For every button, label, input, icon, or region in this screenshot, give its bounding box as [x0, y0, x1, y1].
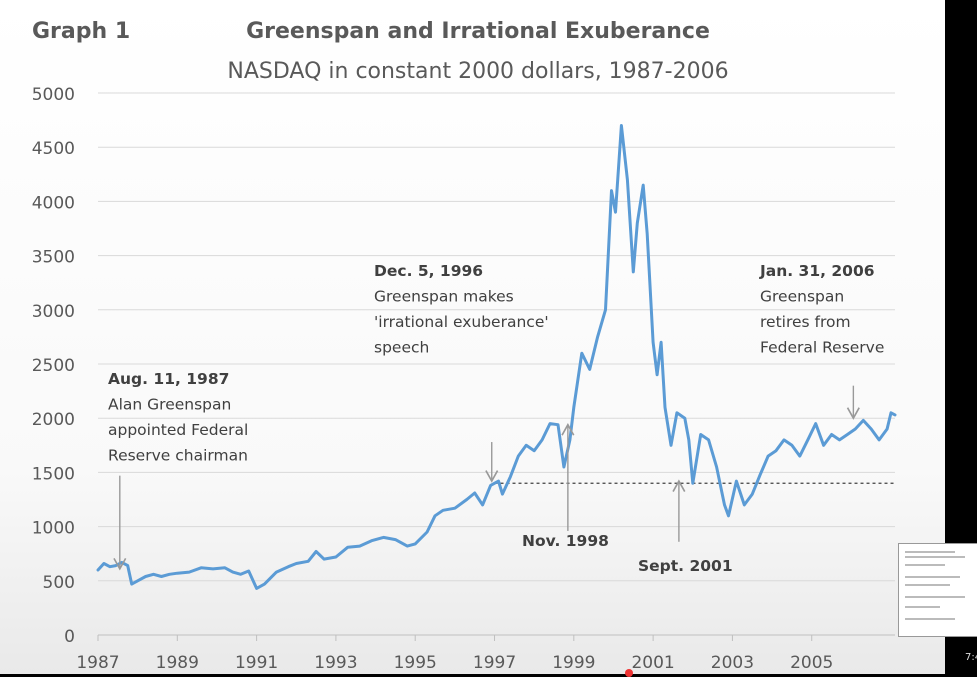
- x-tick-label: 2005: [790, 653, 833, 673]
- y-tick-label: 3000: [32, 302, 75, 322]
- x-tick-label: 1999: [552, 653, 595, 673]
- greenspan-appointed-date: Aug. 11, 1987: [108, 370, 229, 388]
- playhead-dot[interactable]: [625, 669, 633, 677]
- x-axis: 1987 1989 1991 1993 1995 1997 1999 2001 2003 2005: [76, 635, 833, 673]
- greenspan-appointed-text: appointed Federal: [108, 421, 248, 439]
- y-tick-label: 5000: [32, 85, 75, 105]
- nov-1998-date: Nov. 1998: [522, 532, 609, 550]
- video-thumbnail[interactable]: [898, 543, 977, 637]
- x-tick-label: 1993: [314, 653, 357, 673]
- greenspan-retires-text: retires from: [760, 313, 851, 331]
- y-tick-label: 0: [64, 627, 75, 647]
- greenspan-retires-text: Federal Reserve: [760, 339, 884, 357]
- y-tick-label: 1000: [32, 519, 75, 539]
- y-tick-label: 4000: [32, 193, 75, 213]
- y-tick-label: 2000: [32, 410, 75, 430]
- irrational-exuberance-text: speech: [374, 339, 429, 357]
- gridlines: [98, 92, 895, 636]
- series-group: [96, 124, 897, 590]
- y-axis: 0 500 1000 1500 2000 2500 3000 3500 4000 4500 5000: [32, 85, 75, 647]
- chart-title: Greenspan and Irrational Exuberance: [246, 19, 710, 44]
- x-tick-label: 1987: [76, 653, 119, 673]
- chart-subtitle: NASDAQ in constant 2000 dollars, 1987-20…: [227, 59, 728, 84]
- x-tick-label: 1989: [156, 653, 199, 673]
- y-tick-label: 4500: [32, 139, 75, 159]
- greenspan-retires-text: Greenspan: [760, 288, 844, 306]
- irrational-exuberance-date: Dec. 5, 1996: [374, 262, 483, 280]
- y-tick-label: 1500: [32, 464, 75, 484]
- greenspan-retires-date: Jan. 31, 2006: [759, 262, 875, 280]
- x-tick-label: 1991: [235, 653, 278, 673]
- irrational-exuberance-text: 'irrational exuberance': [374, 313, 549, 331]
- y-tick-label: 2500: [32, 356, 75, 376]
- greenspan-appointed-text: Alan Greenspan: [108, 396, 231, 414]
- video-timestamp: 7:4: [965, 652, 977, 663]
- greenspan-appointed-text: Reserve chairman: [108, 447, 248, 465]
- graph-label: Graph 1: [32, 19, 130, 44]
- y-tick-label: 3500: [32, 248, 75, 268]
- sept-2001-date: Sept. 2001: [638, 557, 733, 575]
- x-tick-label: 1997: [473, 653, 516, 673]
- x-tick-label: 2001: [631, 653, 674, 673]
- irrational-exuberance-text: Greenspan makes: [374, 288, 514, 306]
- x-tick-label: 1995: [394, 653, 437, 673]
- y-tick-label: 500: [43, 573, 75, 593]
- chart-background: [0, 0, 945, 674]
- nasdaq-series-line: [96, 124, 897, 590]
- annotations-group: Aug. 11, 1987 Alan Greenspan appointed Fed…: [108, 262, 884, 575]
- x-tick-label: 2003: [711, 653, 754, 673]
